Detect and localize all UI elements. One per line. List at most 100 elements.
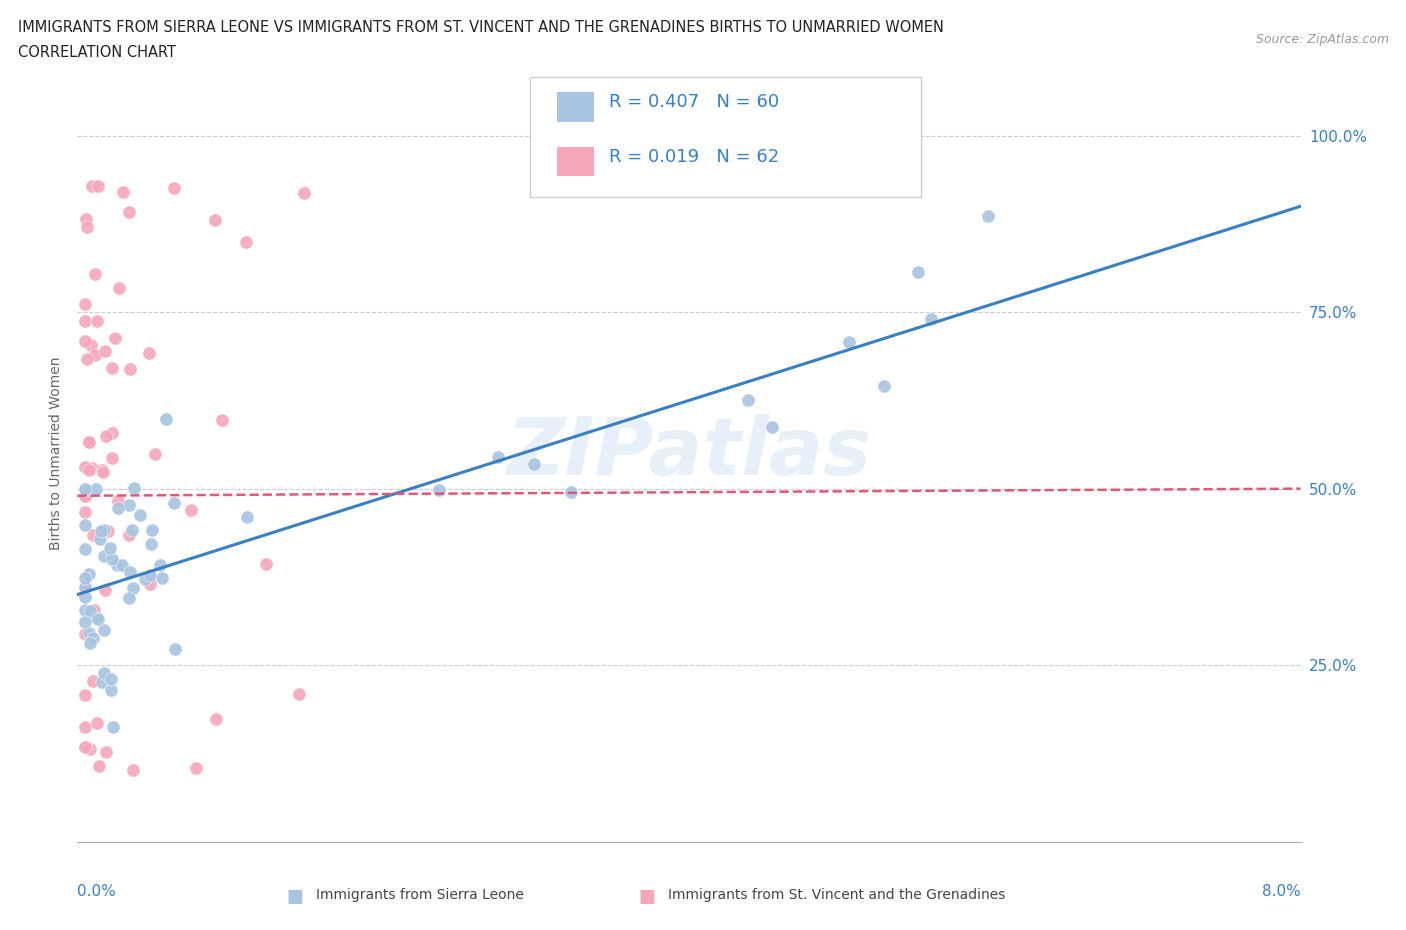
Point — [84, 482, 107, 497]
Point — [79, 604, 101, 618]
Text: R = 0.019   N = 62: R = 0.019 N = 62 — [609, 148, 780, 166]
Point — [486, 450, 509, 465]
Point — [93, 666, 115, 681]
Point — [97, 524, 120, 538]
Point — [235, 234, 257, 249]
Point — [120, 362, 142, 377]
Point — [254, 556, 277, 571]
Point — [73, 504, 96, 519]
Point — [79, 742, 101, 757]
Point — [94, 429, 117, 444]
Point — [101, 551, 124, 566]
Bar — [557, 147, 593, 176]
Point — [82, 631, 104, 645]
Point — [90, 524, 112, 538]
Point — [93, 622, 115, 637]
Point — [86, 612, 108, 627]
Point — [86, 313, 108, 328]
Point — [107, 494, 129, 509]
Text: IMMIGRANTS FROM SIERRA LEONE VS IMMIGRANTS FROM ST. VINCENT AND THE GRENADINES B: IMMIGRANTS FROM SIERRA LEONE VS IMMIGRAN… — [18, 20, 945, 35]
Point — [129, 508, 152, 523]
Point — [184, 761, 207, 776]
Point — [121, 581, 143, 596]
Point — [117, 205, 139, 219]
Point — [204, 711, 226, 726]
Point — [111, 558, 134, 573]
Point — [737, 393, 759, 408]
Point — [80, 179, 103, 193]
Point — [91, 462, 114, 477]
Point — [149, 558, 172, 573]
Point — [292, 186, 315, 201]
Point — [204, 213, 226, 228]
Text: ZIPatlas: ZIPatlas — [506, 415, 872, 492]
Point — [89, 532, 111, 547]
Point — [139, 567, 162, 582]
Point — [73, 720, 96, 735]
Point — [118, 591, 141, 605]
Point — [122, 481, 145, 496]
Text: ▪: ▪ — [637, 881, 657, 909]
Point — [118, 528, 141, 543]
Point — [143, 447, 166, 462]
Point — [73, 579, 96, 594]
Point — [77, 462, 100, 477]
Point — [907, 264, 929, 279]
Point — [101, 426, 124, 441]
Point — [121, 523, 143, 538]
Point — [93, 523, 115, 538]
Point — [79, 636, 101, 651]
FancyBboxPatch shape — [530, 77, 921, 197]
Point — [80, 338, 103, 352]
Point — [118, 565, 141, 579]
Point — [87, 179, 110, 193]
Point — [75, 489, 97, 504]
Point — [80, 460, 103, 475]
Point — [101, 360, 124, 375]
Point — [73, 314, 96, 329]
Point — [76, 352, 98, 366]
Point — [163, 496, 186, 511]
Point — [155, 412, 177, 427]
Point — [122, 763, 145, 777]
Point — [73, 542, 96, 557]
Point — [89, 759, 111, 774]
Point — [75, 212, 97, 227]
Text: 8.0%: 8.0% — [1261, 884, 1301, 899]
Point — [838, 335, 860, 350]
Text: Source: ZipAtlas.com: Source: ZipAtlas.com — [1256, 33, 1389, 46]
Point — [427, 483, 450, 498]
Point — [162, 181, 184, 196]
Point — [523, 457, 546, 472]
Point — [761, 419, 783, 434]
Point — [73, 483, 96, 498]
Point — [86, 715, 108, 730]
Bar — [557, 92, 593, 122]
Y-axis label: Births to Unmarried Women: Births to Unmarried Women — [49, 356, 63, 551]
Point — [150, 571, 173, 586]
Point — [98, 541, 121, 556]
Point — [75, 482, 97, 497]
Point — [112, 185, 135, 200]
Point — [118, 498, 141, 512]
Point — [73, 615, 96, 630]
Point — [73, 687, 96, 702]
Point — [73, 334, 96, 349]
Point — [76, 219, 98, 234]
Point — [94, 343, 117, 358]
Point — [82, 673, 104, 688]
Point — [77, 434, 100, 449]
Point — [94, 583, 117, 598]
Point — [73, 571, 96, 586]
Point — [82, 527, 104, 542]
Point — [211, 412, 233, 427]
Point — [108, 281, 131, 296]
Text: ▪: ▪ — [285, 881, 305, 909]
Point — [73, 590, 96, 604]
Point — [163, 642, 186, 657]
Point — [134, 572, 156, 587]
Point — [107, 558, 129, 573]
Point — [91, 465, 114, 480]
Point — [91, 674, 114, 689]
Point — [84, 348, 107, 363]
